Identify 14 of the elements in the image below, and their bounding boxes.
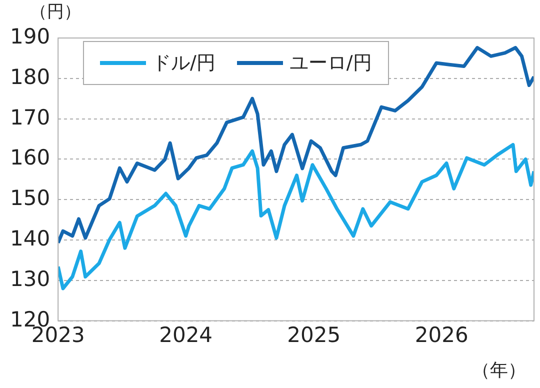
legend-label: ドル/円 [152, 51, 216, 76]
x-tick-label: 2026 [414, 322, 468, 347]
y-tick-label: 170 [10, 105, 50, 130]
y-tick-label: 190 [10, 24, 50, 48]
x-tick-label: 2024 [159, 322, 213, 347]
y-tick-label: 130 [10, 266, 50, 291]
x-tick-label: 2025 [287, 322, 341, 347]
x-axis-title: （年） [472, 359, 526, 382]
legend-label: ユーロ/円 [289, 51, 372, 76]
y-tick-label: 180 [10, 64, 50, 89]
y-tick-label: 150 [10, 186, 50, 210]
y-axis-title: （円） [30, 1, 81, 23]
y-tick-label: 140 [10, 226, 50, 250]
y-tick-label: 160 [10, 146, 50, 170]
